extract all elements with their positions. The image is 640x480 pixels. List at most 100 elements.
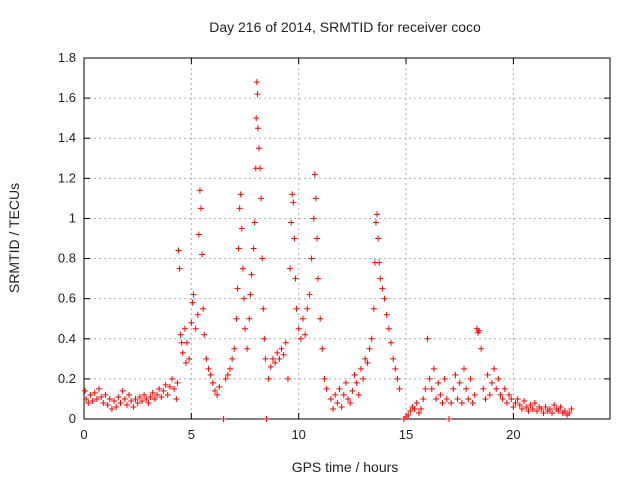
data-point [448, 399, 455, 406]
data-point [330, 405, 337, 412]
data-point [467, 375, 474, 382]
data-point [257, 165, 264, 172]
data-point [134, 399, 141, 406]
data-point [372, 219, 379, 226]
data-point [445, 416, 452, 422]
data-point [200, 305, 207, 312]
data-point [568, 405, 575, 412]
y-tick-label: 0.8 [58, 251, 76, 266]
data-point [247, 291, 254, 298]
data-point [269, 355, 276, 362]
data-point [476, 327, 483, 334]
data-point [278, 345, 285, 352]
data-point [383, 311, 390, 318]
data-point [182, 359, 189, 366]
data-point [253, 79, 260, 86]
data-point [222, 375, 229, 382]
data-point [83, 395, 90, 402]
data-point [299, 315, 306, 322]
data-point [366, 345, 373, 352]
data-point [162, 381, 169, 388]
data-point [332, 391, 339, 398]
data-point [100, 399, 107, 406]
data-point [497, 391, 504, 398]
data-point [216, 383, 223, 390]
data-point [246, 315, 253, 322]
data-point [458, 399, 465, 406]
data-point [542, 403, 549, 410]
data-point [289, 191, 296, 198]
data-point [304, 305, 311, 312]
data-point [141, 391, 148, 398]
data-point [251, 219, 258, 226]
data-point [437, 391, 444, 398]
data-point [450, 385, 457, 392]
chart-title: Day 216 of 2014, SRMTID for receiver coc… [209, 19, 481, 35]
x-tick-label: 10 [291, 427, 305, 442]
data-point [508, 395, 515, 402]
data-point [192, 325, 199, 332]
data-point [119, 387, 126, 394]
data-point [355, 391, 362, 398]
data-point [239, 265, 246, 272]
data-point [177, 331, 184, 338]
data-point [413, 399, 420, 406]
data-point [261, 335, 268, 342]
data-point [561, 407, 568, 414]
data-point [262, 355, 269, 362]
data-point [439, 399, 446, 406]
grid [84, 58, 610, 419]
data-point [521, 397, 528, 404]
data-point [89, 397, 96, 404]
data-point [153, 391, 160, 398]
data-point [85, 399, 92, 406]
data-point [295, 325, 302, 332]
data-point [253, 115, 260, 122]
data-point [282, 339, 289, 346]
data-point [259, 255, 266, 262]
y-tick-label: 0.4 [58, 331, 76, 346]
data-point [388, 339, 395, 346]
data-point [353, 379, 360, 386]
data-point [198, 205, 205, 212]
data-point [229, 355, 236, 362]
data-point [156, 385, 163, 392]
data-point [173, 395, 180, 402]
data-point [469, 399, 476, 406]
data-point [272, 359, 279, 366]
data-point [546, 405, 553, 412]
data-point [514, 395, 521, 402]
data-point [454, 395, 461, 402]
data-point [128, 397, 135, 404]
data-point [276, 355, 283, 362]
data-point [379, 285, 386, 292]
data-point [82, 387, 89, 394]
data-point [510, 403, 517, 410]
data-point [199, 251, 206, 258]
data-point [503, 399, 510, 406]
data-point [415, 409, 422, 416]
data-point [248, 271, 255, 278]
data-point [555, 407, 562, 414]
data-point [486, 391, 493, 398]
data-point [102, 391, 109, 398]
data-point [205, 365, 212, 372]
y-tick-label: 1.2 [58, 170, 76, 185]
data-point [538, 405, 545, 412]
data-point [121, 395, 128, 402]
x-tick-label: 5 [188, 427, 195, 442]
data-point [493, 385, 500, 392]
data-point [351, 371, 358, 378]
data-point [456, 379, 463, 386]
data-point [178, 339, 185, 346]
data-point [233, 315, 240, 322]
data-point [143, 395, 150, 402]
data-point [491, 365, 498, 372]
data-point [488, 379, 495, 386]
data-point [87, 391, 94, 398]
data-point [214, 391, 221, 398]
data-point [471, 391, 478, 398]
y-tick-label: 1.6 [58, 90, 76, 105]
data-point [254, 125, 261, 132]
data-point [342, 379, 349, 386]
